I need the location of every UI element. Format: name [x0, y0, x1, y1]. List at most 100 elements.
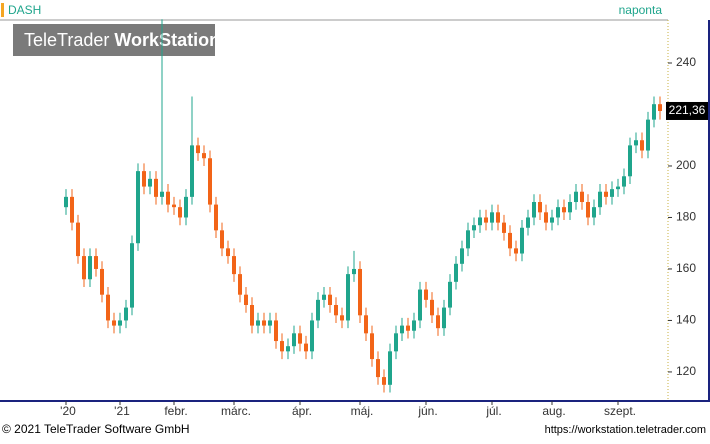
- candle-body: [310, 320, 314, 352]
- candle-body: [580, 191, 584, 203]
- candle-body: [322, 294, 326, 300]
- candle-body: [484, 217, 488, 223]
- x-tick-label: júl.: [485, 404, 501, 418]
- candle-body: [508, 232, 512, 249]
- candle-body: [208, 158, 212, 205]
- candle-body: [622, 176, 626, 187]
- candle-body: [160, 191, 164, 197]
- x-tick-label: máj.: [351, 404, 374, 418]
- candle-body: [376, 359, 380, 378]
- candle-body: [616, 186, 620, 190]
- candle-body: [466, 230, 470, 249]
- candle-body: [592, 207, 596, 218]
- candle-body: [82, 256, 86, 280]
- watermark-product: WorkStation: [114, 30, 220, 50]
- candle-body: [544, 212, 548, 223]
- candle-body: [286, 346, 290, 352]
- candle-body: [184, 196, 188, 218]
- candle-body: [496, 212, 500, 223]
- candle-body: [418, 289, 422, 321]
- x-tick-label: aug.: [542, 404, 565, 418]
- candle-body: [124, 307, 128, 321]
- candle-body: [136, 171, 140, 244]
- candle-body: [262, 320, 266, 326]
- candle-body: [370, 333, 374, 360]
- candle-body: [556, 207, 560, 218]
- candle-body: [76, 222, 80, 257]
- candle-body: [424, 289, 428, 300]
- candle-body: [400, 325, 404, 334]
- candle-body: [154, 178, 158, 197]
- candle-body: [442, 307, 446, 329]
- candle-body: [232, 256, 236, 275]
- candle-body: [346, 274, 350, 321]
- symbol-title: DASH: [8, 3, 41, 17]
- candle-body: [88, 256, 92, 280]
- candle-body: [190, 145, 194, 197]
- x-tick-label: febr.: [164, 404, 187, 418]
- candle-body: [490, 212, 494, 223]
- x-tick-label: márc.: [221, 404, 251, 418]
- candle-body: [436, 315, 440, 329]
- candle-body: [304, 343, 308, 352]
- candle-body: [514, 248, 518, 254]
- candle-body: [298, 333, 302, 344]
- y-tick-label: 120: [676, 364, 696, 378]
- candle-body: [406, 325, 410, 331]
- x-tick-label: ápr.: [292, 404, 312, 418]
- candle-body: [64, 196, 68, 208]
- candle-body: [172, 204, 176, 208]
- footer-url: https://workstation.teletrader.com: [545, 424, 706, 436]
- candle-body: [604, 191, 608, 197]
- candle-body: [106, 294, 110, 321]
- candle-body: [292, 333, 296, 347]
- candle-body: [568, 202, 572, 213]
- candle-body: [226, 248, 230, 257]
- candle-body: [364, 315, 368, 334]
- candle-body: [430, 299, 434, 316]
- copyright: © 2021 TeleTrader Software GmbH: [2, 422, 190, 436]
- candle-body: [280, 341, 284, 352]
- candle-body: [238, 274, 242, 295]
- candle-body: [610, 189, 614, 197]
- candle-body: [118, 320, 122, 326]
- candle-body: [658, 104, 662, 111]
- candle-body: [388, 351, 392, 385]
- y-tick-label: 180: [676, 210, 696, 224]
- watermark: TeleTrader WorkStation: [24, 30, 220, 50]
- candle-body: [520, 227, 524, 254]
- candle-body: [358, 268, 362, 316]
- candle-body: [328, 294, 332, 305]
- candle-body: [148, 178, 152, 187]
- candle-body: [472, 225, 476, 231]
- last-price-box: [666, 101, 708, 120]
- candle-body: [460, 248, 464, 264]
- x-tick-label: szept.: [604, 404, 636, 418]
- candle-body: [112, 320, 116, 326]
- candle-body: [562, 207, 566, 213]
- candle-body: [256, 320, 260, 326]
- candle-body: [274, 320, 278, 342]
- candle-body: [166, 191, 170, 205]
- candle-body: [340, 315, 344, 321]
- candle-body: [574, 191, 578, 203]
- candle-body: [598, 191, 602, 208]
- candle-body: [214, 204, 218, 231]
- candle-body: [646, 119, 650, 151]
- y-tick-label: 140: [676, 313, 696, 327]
- watermark-box: [13, 24, 215, 56]
- candle-body: [550, 217, 554, 223]
- watermark-brand: TeleTrader: [24, 30, 109, 50]
- candle-body: [382, 377, 386, 385]
- candle-body: [196, 145, 200, 154]
- candle-body: [628, 145, 632, 177]
- candle-body: [316, 299, 320, 321]
- candle-body: [412, 320, 416, 331]
- x-tick-label: jún.: [417, 404, 437, 418]
- candle-body: [202, 153, 206, 159]
- candle-body: [250, 305, 254, 326]
- candle-body: [502, 222, 506, 233]
